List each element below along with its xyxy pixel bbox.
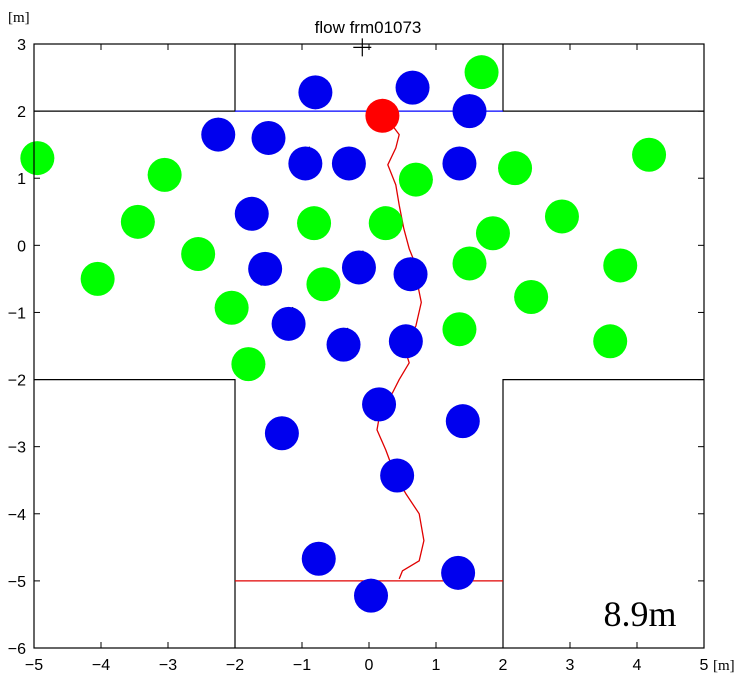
agent-green-40 [442,312,477,347]
agent-green-26 [498,151,533,186]
x-tick-label: −1 [293,657,311,674]
y-tick-label: 2 [17,104,26,121]
agent-green-41 [593,324,628,359]
x-tick-label: 2 [499,657,508,674]
y-tick-label: 3 [17,37,26,54]
agent-green-39 [214,290,249,325]
x-tick-label: 3 [566,657,575,674]
distance-annotation: 8.9m [603,594,676,634]
agent-blue-2 [452,94,487,129]
agent-green-35 [603,248,638,283]
agent-blue-20 [441,555,476,590]
wall-3 [502,379,704,648]
y-tick-label: −3 [8,440,26,457]
agent-blue-10 [341,250,376,285]
agent-blue-15 [362,387,397,422]
wall-2 [34,379,236,648]
agent-green-31 [544,199,579,234]
agent-green-28 [120,204,155,239]
y-axis-unit: [m] [8,10,30,26]
x-tick-label: 5 [700,657,709,674]
y-tick-label: −6 [8,641,26,658]
agent-green-23 [20,141,55,176]
x-tick-label: 1 [432,657,441,674]
agent-green-30 [368,206,403,241]
agent-green-33 [181,237,216,272]
chart-title: flow frm01073 [315,18,422,37]
agent-blue-4 [251,120,286,155]
agent-green-32 [475,216,510,251]
x-tick-label: −2 [226,657,244,674]
x-tick-label: −5 [25,657,43,674]
agent-green-22 [464,55,499,90]
agent-green-29 [297,206,332,241]
agent-blue-16 [264,416,299,451]
x-tick-label: 4 [633,657,642,674]
agent-blue-6 [331,146,366,181]
agent-green-36 [80,261,115,296]
agent-blue-9 [248,251,283,286]
agent-blue-1 [395,70,430,105]
x-tick-label: −4 [92,657,110,674]
y-tick-label: 1 [17,171,26,188]
y-tick-label: −5 [8,574,26,591]
agent-blue-0 [298,75,333,110]
agent-blue-11 [393,257,428,292]
agent-blue-5 [288,146,323,181]
agent-blue-8 [234,196,269,231]
agent-blue-3 [201,117,236,152]
agent-blue-12 [271,306,306,341]
agent-green-34 [452,246,487,281]
y-tick-label: −4 [8,507,26,524]
y-tick-label: −1 [8,305,26,322]
agent-blue-14 [388,324,423,359]
agent-green-27 [632,137,667,172]
agent-green-24 [147,157,182,192]
y-tick-label: −2 [8,373,26,390]
y-tick-label: 0 [17,238,26,255]
agent-blue-7 [442,146,477,181]
agent-blue-21 [354,578,389,613]
agent-green-25 [398,162,433,197]
agents-layer [20,55,667,613]
x-tick-label: −3 [159,657,177,674]
agent-green-42 [231,347,266,382]
x-tick-label: 0 [365,657,374,674]
x-axis-unit: [m] [713,658,735,674]
agent-blue-13 [326,327,361,362]
agent-green-38 [514,280,549,315]
agent-blue-17 [445,404,480,439]
agent-blue-18 [380,458,415,493]
agent-green-37 [306,267,341,302]
agent-red-43 [365,98,400,133]
agent-blue-19 [301,541,336,576]
